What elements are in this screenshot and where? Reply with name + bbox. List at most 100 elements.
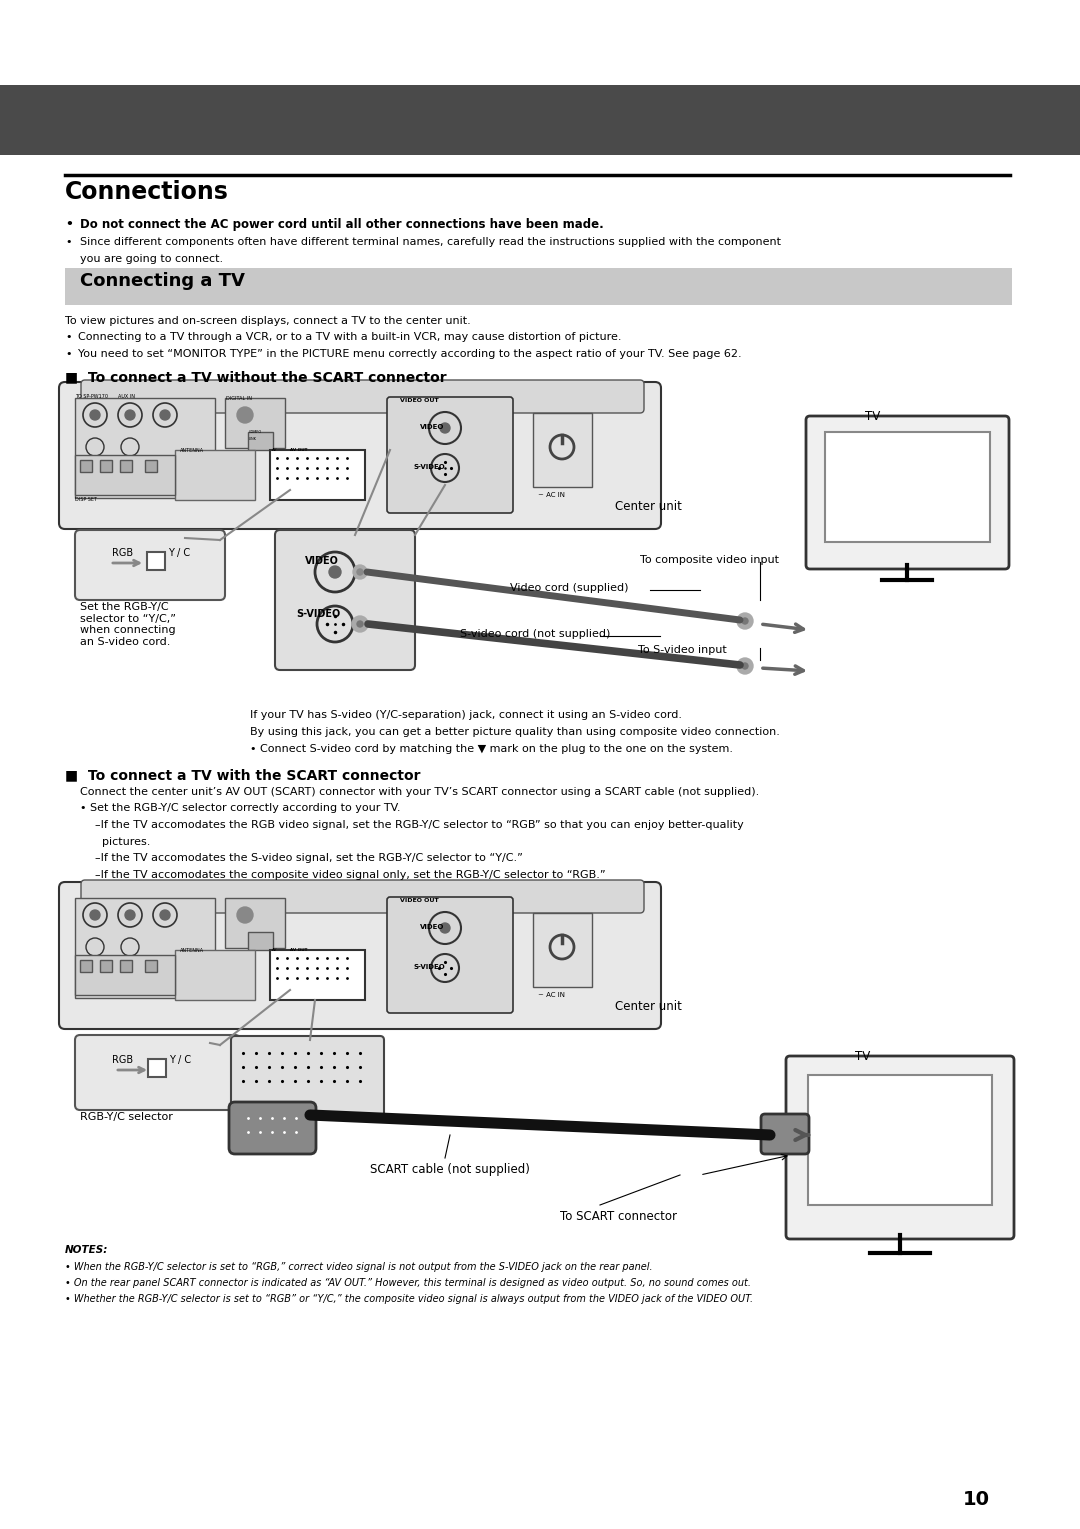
Text: ~ AC IN: ~ AC IN	[538, 492, 565, 498]
Text: If your TV has S-video (Y/C-separation) jack, connect it using an S-video cord.: If your TV has S-video (Y/C-separation) …	[249, 709, 681, 720]
Bar	[148, 1060, 166, 1076]
Text: TO SP-PW170: TO SP-PW170	[75, 394, 108, 399]
Bar	[75, 956, 175, 995]
Bar	[120, 960, 132, 972]
Text: VIDEO OUT: VIDEO OUT	[400, 398, 438, 404]
Text: •: •	[65, 349, 71, 359]
Bar	[65, 268, 1012, 304]
Text: Since different components often have different terminal names, carefully read t: Since different components often have di…	[80, 237, 781, 248]
Text: AV OUT: AV OUT	[291, 948, 308, 953]
Text: –If the TV accomodates the RGB video signal, set the RGB-Y/C selector to “RGB” s: –If the TV accomodates the RGB video sig…	[95, 820, 744, 830]
FancyBboxPatch shape	[761, 1115, 809, 1154]
Text: VIDEO: VIDEO	[305, 557, 339, 566]
Circle shape	[742, 618, 748, 624]
Circle shape	[125, 410, 135, 420]
FancyBboxPatch shape	[231, 1037, 384, 1119]
Text: By using this jack, you can get a better picture quality than using composite vi: By using this jack, you can get a better…	[249, 726, 780, 737]
Bar	[100, 460, 112, 472]
Text: RGB: RGB	[112, 547, 133, 558]
Circle shape	[237, 407, 253, 424]
Text: To composite video input: To composite video input	[640, 555, 779, 566]
Text: • On the rear panel SCART connector is indicated as “AV OUT.” However, this term: • On the rear panel SCART connector is i…	[65, 1278, 751, 1287]
FancyBboxPatch shape	[81, 881, 644, 913]
Text: AV: AV	[272, 448, 278, 453]
Bar	[175, 950, 255, 1000]
FancyBboxPatch shape	[59, 882, 661, 1029]
FancyBboxPatch shape	[229, 1102, 316, 1154]
Bar	[75, 898, 215, 998]
Circle shape	[90, 410, 100, 420]
Circle shape	[237, 907, 253, 924]
Bar	[147, 552, 165, 570]
Text: ANTENNA: ANTENNA	[180, 448, 204, 453]
Text: Set the RGB-Y/C
selector to “Y/C,”
when connecting
an S-video cord.: Set the RGB-Y/C selector to “Y/C,” when …	[80, 602, 176, 647]
FancyBboxPatch shape	[534, 913, 592, 988]
Text: Center unit: Center unit	[615, 500, 681, 514]
Text: DIGITAL IN: DIGITAL IN	[226, 396, 252, 401]
Text: ANTENNA: ANTENNA	[180, 948, 204, 953]
Text: –If the TV accomodates the composite video signal only, set the RGB-Y/C selector: –If the TV accomodates the composite vid…	[95, 870, 606, 881]
Text: RGB-Y/C selector: RGB-Y/C selector	[80, 1112, 173, 1122]
Text: • Whether the RGB-Y/C selector is set to “RGB” or “Y/C,” the composite video sig: • Whether the RGB-Y/C selector is set to…	[65, 1294, 753, 1304]
Circle shape	[90, 910, 100, 920]
FancyBboxPatch shape	[81, 381, 644, 413]
Text: •: •	[65, 237, 71, 248]
Text: S-VIDEO: S-VIDEO	[414, 463, 446, 469]
Bar	[248, 433, 273, 450]
Circle shape	[352, 616, 368, 631]
Text: ■  To connect a TV with the SCART connector: ■ To connect a TV with the SCART connect…	[65, 768, 420, 781]
Text: AV OUT: AV OUT	[291, 448, 308, 453]
Circle shape	[742, 664, 748, 670]
Circle shape	[440, 924, 450, 933]
Bar	[80, 960, 92, 972]
Text: • Connect S-video cord by matching the ▼ mark on the plug to the one on the syst: • Connect S-video cord by matching the ▼…	[249, 745, 733, 754]
Text: pictures.: pictures.	[95, 836, 150, 847]
Text: •: •	[65, 219, 72, 231]
Bar	[825, 433, 990, 541]
Text: AV: AV	[272, 948, 278, 953]
Circle shape	[737, 657, 753, 674]
Text: RGB: RGB	[112, 1055, 133, 1066]
FancyBboxPatch shape	[786, 1057, 1014, 1238]
Bar	[145, 460, 157, 472]
Bar	[100, 960, 112, 972]
Bar	[75, 456, 175, 495]
Circle shape	[160, 410, 170, 420]
Circle shape	[160, 910, 170, 920]
Text: Connections: Connections	[65, 180, 229, 203]
Circle shape	[329, 566, 341, 578]
Text: VIDEO OUT: VIDEO OUT	[400, 898, 438, 904]
Text: To S-video input: To S-video input	[638, 645, 727, 654]
Circle shape	[125, 910, 135, 920]
Text: Connecting to a TV through a VCR, or to a TV with a built-in VCR, may cause dist: Connecting to a TV through a VCR, or to …	[78, 332, 621, 342]
Text: Center unit: Center unit	[615, 1000, 681, 1014]
Text: DISP SET: DISP SET	[75, 497, 97, 502]
FancyBboxPatch shape	[534, 413, 592, 488]
Bar	[0, 86, 1080, 154]
FancyBboxPatch shape	[75, 531, 225, 599]
Text: NOTES:: NOTES:	[65, 1245, 108, 1255]
Bar	[225, 898, 285, 948]
Bar	[808, 1075, 993, 1205]
Text: Connecting a TV: Connecting a TV	[80, 272, 245, 291]
Text: • Set the RGB-Y/C selector correctly according to your TV.: • Set the RGB-Y/C selector correctly acc…	[80, 803, 401, 813]
Text: COMPO: COMPO	[249, 430, 262, 434]
Text: Y / C: Y / C	[168, 547, 190, 558]
Bar	[80, 460, 92, 472]
Text: TV: TV	[855, 1050, 870, 1063]
Text: VIDEO: VIDEO	[420, 924, 444, 930]
Bar	[120, 460, 132, 472]
Circle shape	[357, 621, 363, 627]
Circle shape	[353, 566, 367, 579]
Text: You need to set “MONITOR TYPE” in the PICTURE menu correctly according to the as: You need to set “MONITOR TYPE” in the PI…	[78, 349, 742, 359]
Text: S-VIDEO: S-VIDEO	[414, 963, 446, 969]
Text: VIDEO: VIDEO	[420, 424, 444, 430]
FancyBboxPatch shape	[75, 1035, 240, 1110]
Text: •: •	[65, 332, 71, 342]
Circle shape	[440, 424, 450, 433]
FancyBboxPatch shape	[387, 898, 513, 1014]
Circle shape	[737, 613, 753, 628]
Bar	[175, 450, 255, 500]
Text: Connect the center unit’s AV OUT (SCART) connector with your TV’s SCART connecto: Connect the center unit’s AV OUT (SCART)…	[80, 787, 759, 797]
Text: S-VIDEO: S-VIDEO	[296, 609, 340, 619]
